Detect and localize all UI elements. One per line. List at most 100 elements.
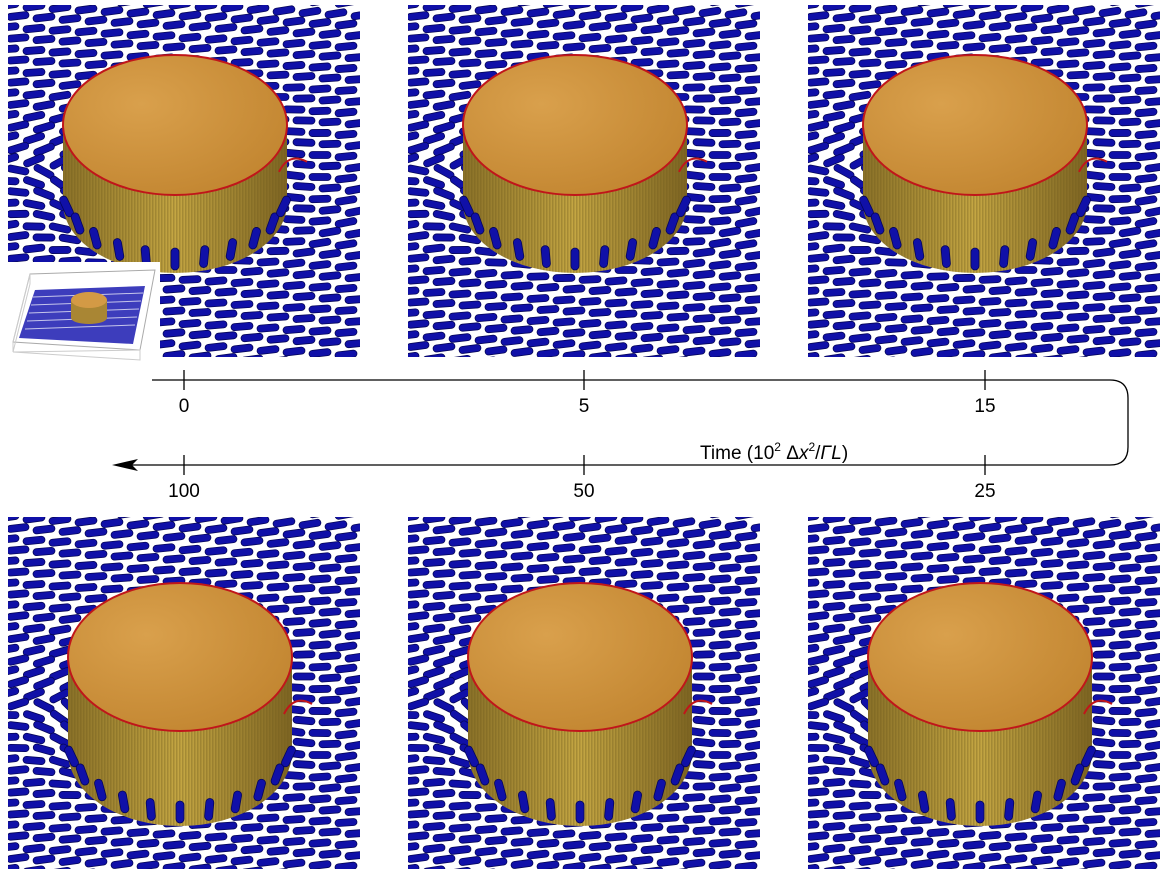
rod [309, 860, 332, 869]
rod [449, 603, 472, 612]
rod [1015, 843, 1038, 852]
rod [875, 291, 897, 300]
rod [459, 80, 482, 90]
rod [875, 868, 898, 872]
rod [1135, 108, 1158, 117]
rod [693, 716, 716, 725]
rod [761, 820, 783, 829]
rod [319, 652, 342, 661]
rod [781, 274, 803, 283]
rod [65, 505, 88, 515]
rod [179, 341, 202, 350]
rod [1083, 595, 1105, 604]
rod [345, 141, 368, 151]
rod [1067, 71, 1089, 79]
rod [813, 0, 836, 1]
rod [1005, 12, 1028, 22]
rod [1119, 381, 1142, 392]
rod [1135, 152, 1158, 161]
rod [631, 570, 653, 579]
rod [1145, 361, 1163, 371]
rod [1119, 541, 1142, 551]
rod [283, 595, 305, 604]
rod [1041, 559, 1064, 568]
rod [361, 263, 384, 273]
timeline: Time (102 Δx2/ΓL) 05151005025 [112, 370, 1128, 502]
rod [735, 774, 758, 784]
rod [407, 765, 430, 774]
rod [1119, 140, 1141, 148]
rod [787, 23, 810, 33]
rod [693, 248, 716, 258]
rod [449, 25, 472, 34]
rod [667, 247, 689, 255]
rod [1119, 696, 1141, 704]
rod [761, 88, 783, 97]
rod [33, 855, 56, 865]
rod [0, 754, 19, 764]
rod [153, 830, 175, 839]
rod [215, 865, 238, 872]
rod [205, 12, 228, 22]
rod [953, 296, 975, 305]
rod [59, 59, 81, 68]
rod [335, 217, 358, 228]
rod [397, 512, 420, 522]
rod [1093, 760, 1115, 768]
rod [75, 517, 98, 527]
rod [875, 517, 898, 527]
rod [901, 496, 924, 507]
rod [761, 775, 784, 785]
rod [433, 569, 455, 578]
rod [1109, 305, 1131, 314]
rod [657, 857, 680, 866]
rod [1067, 868, 1090, 872]
rod [631, 548, 654, 557]
rod [387, 710, 410, 721]
rod [309, 238, 332, 248]
rod [371, 307, 393, 316]
rod [407, 341, 430, 351]
rod [797, 490, 820, 501]
panel-body [335, 487, 820, 872]
rod [787, 353, 810, 362]
rod [267, 26, 290, 36]
rod [849, 355, 872, 365]
rod [1031, 0, 1054, 2]
rod [953, 339, 976, 348]
rod [771, 488, 794, 499]
rod [963, 555, 986, 564]
rod [32, 121, 55, 134]
panel-body [0, 487, 419, 872]
rod [345, 807, 367, 816]
rod [709, 217, 732, 226]
rod [387, 154, 410, 165]
rod [719, 227, 742, 238]
rod [849, 582, 871, 591]
rod [761, 621, 784, 630]
rod [781, 852, 804, 862]
rod [937, 575, 959, 584]
rod [885, 550, 908, 559]
rod [989, 330, 1012, 339]
rod [283, 106, 305, 113]
rod [267, 268, 290, 277]
rod [807, 633, 830, 643]
rod [875, 825, 897, 834]
rod [475, 847, 498, 856]
rod [859, 571, 881, 580]
rod [0, 864, 19, 872]
rod [59, 614, 82, 624]
rod [797, 177, 819, 185]
rod [833, 833, 856, 842]
rod [189, 286, 211, 295]
rod [1093, 95, 1115, 103]
rod [787, 688, 810, 699]
rod [709, 817, 731, 826]
rod [7, 210, 29, 218]
rod [771, 841, 794, 850]
rod [657, 302, 679, 311]
rod [459, 791, 481, 798]
rod [381, 10, 404, 20]
rod [0, 764, 3, 773]
